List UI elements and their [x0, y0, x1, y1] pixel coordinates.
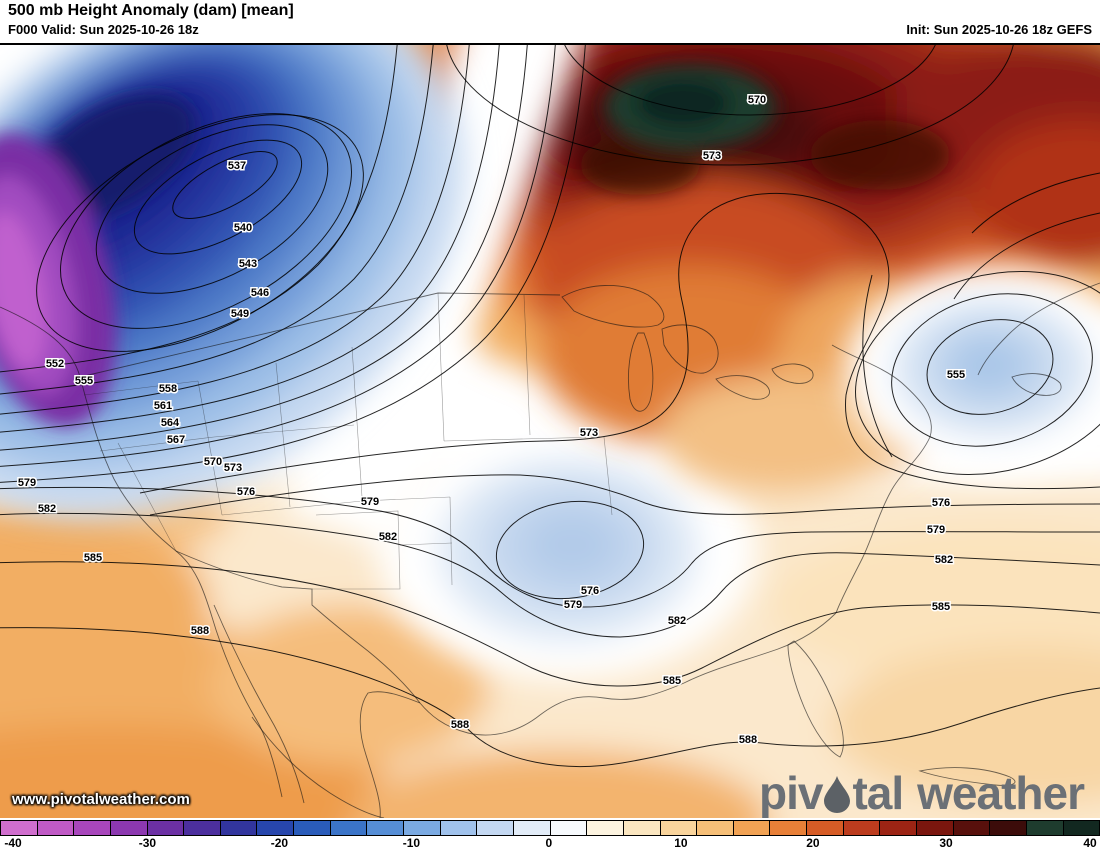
colorbar-tick: 30 — [939, 836, 953, 850]
contour-label: 540 — [234, 222, 252, 234]
contour-label: 543 — [239, 258, 257, 270]
state-borders — [83, 292, 613, 590]
colorbar-segment — [1, 821, 38, 835]
contour-label: 537 — [228, 160, 246, 172]
contour-label: 549 — [231, 308, 249, 320]
colorbar-segment — [440, 821, 478, 835]
colorbar-tick: 20 — [806, 836, 820, 850]
colorbar-segment — [550, 821, 588, 835]
colorbar-segment — [257, 821, 295, 835]
colorbar-segment — [660, 821, 698, 835]
contour-label: 585 — [663, 675, 681, 687]
colorbar-segment — [917, 821, 954, 835]
colorbar-segment — [587, 821, 624, 835]
map-title: 500 mb Height Anomaly (dam) [mean] — [8, 2, 294, 19]
colorbar-segment — [74, 821, 111, 835]
logo-text-piv: piv — [758, 767, 823, 818]
colorbar-tick: -30 — [138, 836, 157, 850]
colorbar-ticks: -40 -30 -20 -10 0 10 20 30 40 — [0, 836, 1100, 850]
watermark: www.pivotalweather.com — [12, 791, 190, 808]
contour-label: 576 — [932, 497, 950, 509]
contour-label: 573 — [703, 150, 721, 162]
colorbar-segment — [770, 821, 808, 835]
contour-label: 555 — [75, 375, 93, 387]
contour-label: 552 — [46, 358, 64, 370]
contour-label: 579 — [18, 477, 36, 489]
colorbar-segment — [990, 821, 1027, 835]
contour-label: 561 — [154, 400, 172, 412]
pivotal-weather-logo: piv tal weather — [758, 767, 1085, 818]
map-canvas[interactable]: 537 540 543 546 549 552 555 558 561 564 567 570 573 5… — [0, 45, 1100, 818]
contour-label: 582 — [935, 554, 953, 566]
anomaly-shading-cores — [0, 65, 950, 427]
contour-label: 558 — [159, 383, 177, 395]
colorbar-segment — [880, 821, 918, 835]
contour-label: 582 — [38, 503, 56, 515]
colorbar-segment — [477, 821, 514, 835]
colorbar-segment — [733, 821, 771, 835]
colorbar-segment — [110, 821, 148, 835]
contour-label: 582 — [379, 531, 397, 543]
colorbar-segment — [513, 821, 551, 835]
colorbar-segment — [843, 821, 881, 835]
colorbar-segment — [147, 821, 185, 835]
contour-label: 585 — [84, 552, 102, 564]
logo-text-tal: tal — [852, 767, 904, 818]
colorbar-segment — [807, 821, 844, 835]
colorbar-tick: 10 — [674, 836, 688, 850]
contour-label: 573 — [224, 462, 242, 474]
contour-label: 555 — [947, 369, 965, 381]
colorbar-segment — [367, 821, 405, 835]
colorbar-segment — [330, 821, 368, 835]
colorbar: -40 -30 -20 -10 0 10 20 30 40 — [0, 818, 1100, 850]
colorbar-tick: 40 — [1083, 836, 1097, 850]
logo-text-weather: weather — [917, 767, 1085, 818]
contour-label: 576 — [581, 585, 599, 597]
raindrop-icon — [824, 776, 851, 813]
colorbar-segment — [37, 821, 75, 835]
contour-label: 588 — [451, 719, 469, 731]
colorbar-segment — [294, 821, 331, 835]
contour-label: 588 — [191, 625, 209, 637]
colorbar-segment — [697, 821, 734, 835]
colorbar-segment — [1063, 821, 1100, 835]
colorbar-segment — [184, 821, 221, 835]
contour-label: 570 — [204, 456, 222, 468]
contour-label: 579 — [564, 599, 582, 611]
contour-label: 573 — [580, 427, 598, 439]
contour-label: 570 — [748, 94, 766, 106]
colorbar-segment — [623, 821, 661, 835]
colorbar-segment — [404, 821, 441, 835]
colorbar-tick: -40 — [4, 836, 22, 850]
contour-label: 585 — [932, 601, 950, 613]
colorbar-segment — [953, 821, 991, 835]
colorbar-swatches — [0, 820, 1100, 836]
colorbar-segment — [220, 821, 258, 835]
colorbar-tick: -10 — [402, 836, 421, 850]
init-time-label: Init: Sun 2025-10-26 18z GEFS — [906, 22, 1092, 37]
colorbar-tick: -20 — [270, 836, 289, 850]
contour-label: 579 — [927, 524, 945, 536]
geo-borders — [0, 282, 1100, 818]
map-header: 500 mb Height Anomaly (dam) [mean] F000 … — [0, 0, 1100, 45]
anomaly-shading-plains-low — [378, 420, 758, 680]
contour-label: 579 — [361, 496, 379, 508]
contour-label: 564 — [161, 417, 180, 429]
contour-label: 576 — [237, 486, 255, 498]
contour-label: 567 — [167, 434, 185, 446]
colorbar-segment — [1026, 821, 1064, 835]
contour-label: 582 — [668, 615, 686, 627]
contour-label: 546 — [251, 287, 269, 299]
colorbar-tick: 0 — [545, 836, 553, 850]
contour-lines — [0, 45, 1100, 767]
contour-label: 588 — [739, 734, 757, 746]
valid-time-label: F000 Valid: Sun 2025-10-26 18z — [8, 22, 199, 37]
